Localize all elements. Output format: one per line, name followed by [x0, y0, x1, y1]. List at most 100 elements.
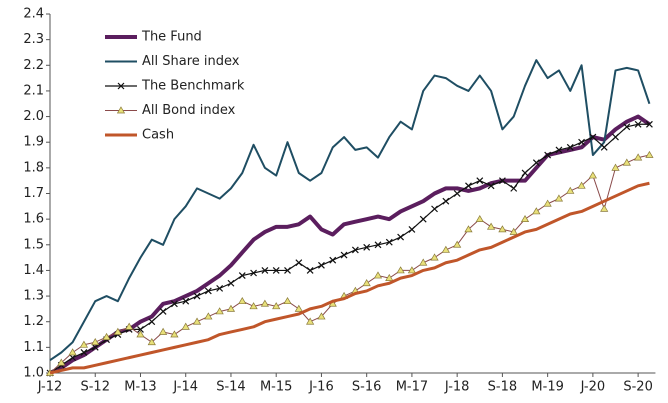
marker: [193, 292, 201, 300]
x-tick-label: M-17: [396, 380, 428, 395]
marker: [543, 199, 552, 207]
marker: [578, 138, 585, 146]
marker: [340, 251, 348, 259]
marker: [294, 304, 303, 312]
marker: [136, 330, 145, 338]
marker: [249, 302, 258, 310]
marker: [117, 82, 125, 90]
legend-label: Cash: [142, 128, 174, 143]
marker: [431, 205, 438, 213]
marker: [125, 322, 134, 330]
marker: [544, 151, 552, 159]
marker: [520, 214, 530, 222]
marker: [192, 317, 202, 325]
y-tick-label: 1.3: [23, 289, 44, 304]
x-tick-label: M-15: [260, 380, 292, 395]
marker: [589, 133, 597, 141]
y-tick-label: 1.2: [23, 314, 44, 329]
y-tick-label: 1.7: [23, 186, 44, 201]
marker: [363, 243, 371, 251]
marker: [453, 190, 461, 197]
x-tick-label: S-20: [623, 380, 653, 395]
marker: [486, 222, 496, 230]
marker: [227, 279, 235, 287]
y-tick-label: 2.0: [23, 109, 44, 124]
y-tick-label: 1.0: [23, 366, 44, 381]
marker: [385, 238, 393, 246]
marker: [554, 194, 564, 202]
marker: [374, 241, 382, 249]
x-tick-label: J-14: [172, 380, 198, 395]
marker: [204, 287, 212, 295]
y-tick-label: 2.4: [23, 7, 44, 22]
series-line: [49, 154, 650, 374]
marker: [351, 246, 359, 254]
y-tick-label: 1.8: [23, 160, 44, 175]
marker: [284, 267, 291, 274]
marker: [622, 158, 631, 166]
marker: [475, 214, 484, 222]
marker: [509, 227, 518, 235]
marker: [69, 354, 77, 362]
x-tick-label: J-18: [444, 380, 470, 395]
marker: [306, 267, 314, 274]
x-tick-label: S-14: [216, 380, 246, 395]
marker: [170, 300, 178, 308]
marker: [116, 106, 126, 114]
marker: [453, 240, 462, 248]
marker: [396, 266, 405, 274]
marker: [250, 269, 258, 277]
marker: [419, 215, 427, 223]
marker: [430, 253, 439, 261]
marker: [476, 177, 484, 185]
marker: [158, 327, 168, 335]
y-tick-label: 2.2: [23, 58, 44, 73]
marker: [272, 267, 280, 274]
marker: [645, 150, 654, 158]
y-tick-label: 1.9: [23, 135, 44, 150]
marker: [623, 123, 631, 131]
marker: [464, 225, 473, 233]
x-tick-label: J-16: [308, 380, 334, 395]
marker: [283, 297, 292, 305]
marker: [646, 120, 653, 128]
marker: [318, 261, 325, 269]
x-tick-label: S-18: [488, 380, 518, 395]
y-tick-label: 1.6: [23, 212, 44, 227]
marker: [555, 146, 563, 154]
y-tick-label: 2.1: [23, 83, 44, 98]
y-tick-label: 1.4: [23, 263, 44, 278]
marker: [238, 272, 246, 279]
series-line: [49, 181, 650, 375]
marker: [159, 308, 167, 315]
marker: [362, 279, 371, 287]
marker: [147, 338, 156, 346]
x-tick-label: J-12: [37, 380, 63, 395]
legend-label: All Share index: [142, 54, 240, 69]
x-tick-label: J-20: [580, 380, 606, 395]
marker: [137, 325, 144, 333]
marker: [295, 259, 303, 267]
marker: [260, 299, 269, 307]
x-tick-label: S-16: [352, 380, 382, 395]
marker: [113, 327, 122, 335]
marker: [238, 297, 247, 305]
marker: [498, 177, 506, 185]
marker: [588, 171, 597, 179]
marker: [68, 348, 77, 356]
legend-label: The Fund: [141, 30, 202, 45]
marker: [373, 271, 383, 279]
marker: [216, 284, 224, 292]
marker: [577, 181, 586, 189]
marker: [407, 266, 417, 274]
marker: [226, 304, 236, 312]
marker: [317, 312, 326, 320]
marker: [385, 273, 394, 281]
x-tick-label: M-13: [124, 380, 156, 395]
marker: [532, 207, 541, 215]
marker: [612, 133, 619, 141]
marker: [261, 267, 269, 274]
marker: [181, 322, 190, 330]
marker: [419, 258, 428, 266]
